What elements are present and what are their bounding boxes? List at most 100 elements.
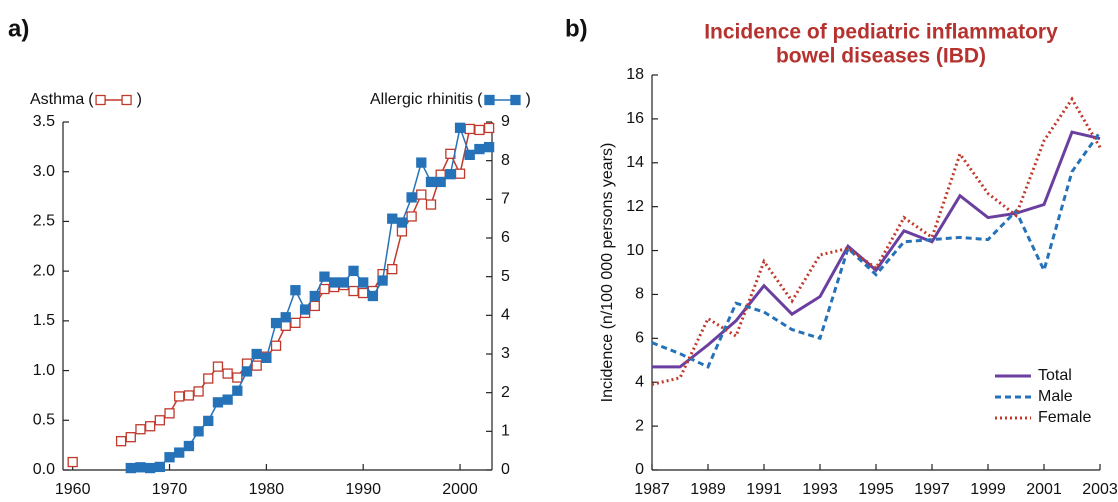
data-point xyxy=(416,189,427,200)
data-point xyxy=(125,432,136,443)
y2-tick-label: 0 xyxy=(501,461,510,478)
x-tick-label: 1995 xyxy=(858,481,894,498)
legend-swatch xyxy=(121,94,132,106)
data-point xyxy=(358,287,369,299)
y-tick-label: 6 xyxy=(635,330,644,347)
data-point xyxy=(348,265,359,277)
data-point xyxy=(290,285,301,296)
y-tick-label: 3.5 xyxy=(33,113,55,130)
data-point xyxy=(232,372,243,383)
data-point xyxy=(183,440,195,452)
y2-tick-label: 2 xyxy=(501,384,510,401)
data-point xyxy=(174,391,185,402)
legend-label: Asthma xyxy=(30,91,84,108)
data-point xyxy=(396,217,408,228)
x-tick-label: 1989 xyxy=(690,481,726,498)
data-point xyxy=(348,285,359,297)
data-point xyxy=(338,277,349,288)
data-point xyxy=(232,385,243,396)
data-point xyxy=(280,312,291,323)
y2-tick-label: 8 xyxy=(501,152,510,169)
data-point xyxy=(483,141,495,153)
legend-paren: ) xyxy=(137,91,142,108)
x-tick-label: 1993 xyxy=(802,481,838,498)
data-point xyxy=(203,415,214,427)
y-tick-label: 2.0 xyxy=(33,262,55,279)
panel-label: b) xyxy=(565,15,588,42)
y-axis-label: Incidence (n/100 000 persons years) xyxy=(599,143,616,403)
data-point xyxy=(193,426,204,437)
y2-tick-label: 3 xyxy=(501,345,510,362)
legend-paren: ( xyxy=(477,91,483,108)
x-tick-label: 1991 xyxy=(746,481,782,498)
legend-swatch xyxy=(510,94,521,106)
legend-swatch xyxy=(95,94,106,106)
data-point xyxy=(203,373,214,384)
data-point xyxy=(164,408,175,419)
data-point xyxy=(154,415,165,426)
data-point xyxy=(125,462,136,474)
data-point xyxy=(464,149,475,161)
y2-tick-label: 6 xyxy=(501,229,510,246)
y2-tick-label: 5 xyxy=(501,268,510,285)
y-tick-label: 0.0 xyxy=(33,461,55,478)
y2-tick-label: 7 xyxy=(501,191,510,208)
y2-tick-label: 9 xyxy=(501,113,510,130)
chart-title: Incidence of pediatric inflammatory xyxy=(704,21,1058,44)
x-tick-label: 2000 xyxy=(442,481,478,498)
data-point xyxy=(251,348,262,360)
x-tick-label: 1987 xyxy=(634,481,670,498)
data-point xyxy=(67,456,78,468)
data-point xyxy=(416,157,427,168)
data-point xyxy=(270,317,282,329)
data-point xyxy=(145,421,156,432)
y-tick-label: 1.0 xyxy=(33,362,55,379)
data-point xyxy=(319,271,330,282)
data-point xyxy=(406,211,417,222)
data-point xyxy=(154,461,165,473)
data-point xyxy=(135,424,146,435)
data-point xyxy=(222,394,233,405)
series-line xyxy=(651,96,1102,386)
data-point xyxy=(222,368,233,379)
legend-paren: ( xyxy=(88,91,94,108)
data-point xyxy=(309,300,320,312)
data-point xyxy=(299,304,311,315)
data-point xyxy=(377,275,388,286)
y-tick-label: 18 xyxy=(626,66,644,83)
y-tick-label: 4 xyxy=(635,373,644,390)
x-tick-label: 2001 xyxy=(1026,481,1062,498)
data-point xyxy=(270,340,282,351)
data-point xyxy=(329,277,340,288)
y2-tick-label: 1 xyxy=(501,423,510,440)
data-point xyxy=(474,143,485,155)
y-tick-label: 10 xyxy=(626,242,644,259)
data-point xyxy=(164,452,175,463)
y-tick-label: 3.0 xyxy=(33,163,55,180)
x-tick-label: 2003 xyxy=(1082,481,1118,498)
data-point xyxy=(358,277,369,288)
data-point xyxy=(309,290,320,302)
data-point xyxy=(396,226,408,237)
y-tick-label: 12 xyxy=(626,198,644,215)
panel-label: a) xyxy=(8,15,29,42)
y-tick-label: 0 xyxy=(635,461,644,478)
data-point xyxy=(454,122,466,133)
data-point xyxy=(454,168,466,179)
y2-tick-label: 4 xyxy=(501,307,510,324)
y-tick-label: 8 xyxy=(635,286,644,303)
legend-label: Total xyxy=(1038,367,1072,384)
y-tick-label: 14 xyxy=(626,154,644,171)
data-point xyxy=(319,283,330,295)
data-point xyxy=(183,390,195,401)
data-point xyxy=(445,169,456,180)
data-point xyxy=(261,352,272,364)
legend-label: Male xyxy=(1038,388,1073,405)
data-point xyxy=(464,123,475,135)
y-tick-label: 2 xyxy=(635,417,644,434)
series-line xyxy=(651,131,1102,369)
data-point xyxy=(425,176,437,188)
legend-paren: ) xyxy=(525,91,530,108)
y-tick-label: 0.5 xyxy=(33,412,55,429)
